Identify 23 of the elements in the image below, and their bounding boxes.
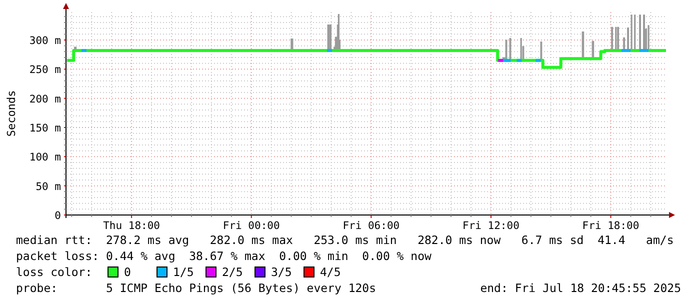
- legend-label: 0: [124, 265, 131, 279]
- x-tick-label: Fri 18:00: [582, 220, 640, 232]
- y-tick-label: 50 m: [36, 180, 61, 193]
- y-tick-label: 0: [54, 210, 61, 222]
- text: median rtt: 278.2 ms avg 282.0 ms max 253.0 ms min 282.0 ms now 6.7 ms sd 41.4 am/s: [16, 233, 674, 247]
- legend-label: 2/5: [222, 265, 243, 279]
- x-tick-label: Fri 12:00: [462, 220, 520, 232]
- legend-label: 3/5: [271, 265, 292, 279]
- legend-title: loss color:: [16, 265, 92, 279]
- text: end: Fri Jul 18 20:45:55 2025: [480, 281, 681, 295]
- x-tick-label: Thu 18:00: [103, 220, 160, 232]
- y-tick-label: 150 m: [29, 122, 61, 134]
- y-axis-title: Seconds: [5, 90, 18, 137]
- x-tick-label: Fri 00:00: [222, 220, 280, 232]
- legend-label: 4/5: [320, 265, 341, 279]
- y-tick-label: 200 m: [29, 93, 61, 106]
- text: packet loss: 0.44 % avg 38.67 % max 0.00 % min 0.00 % now: [16, 249, 432, 263]
- x-tick-label: Fri 06:00: [342, 220, 400, 232]
- y-tick-label: 250 m: [29, 64, 61, 76]
- y-tick-label: 300 m: [29, 35, 61, 47]
- legend-label: 1/5: [173, 265, 194, 279]
- y-tick-label: 100 m: [29, 152, 61, 164]
- text: probe: 5 ICMP Echo Pings (56 Bytes) every 120s: [16, 281, 376, 295]
